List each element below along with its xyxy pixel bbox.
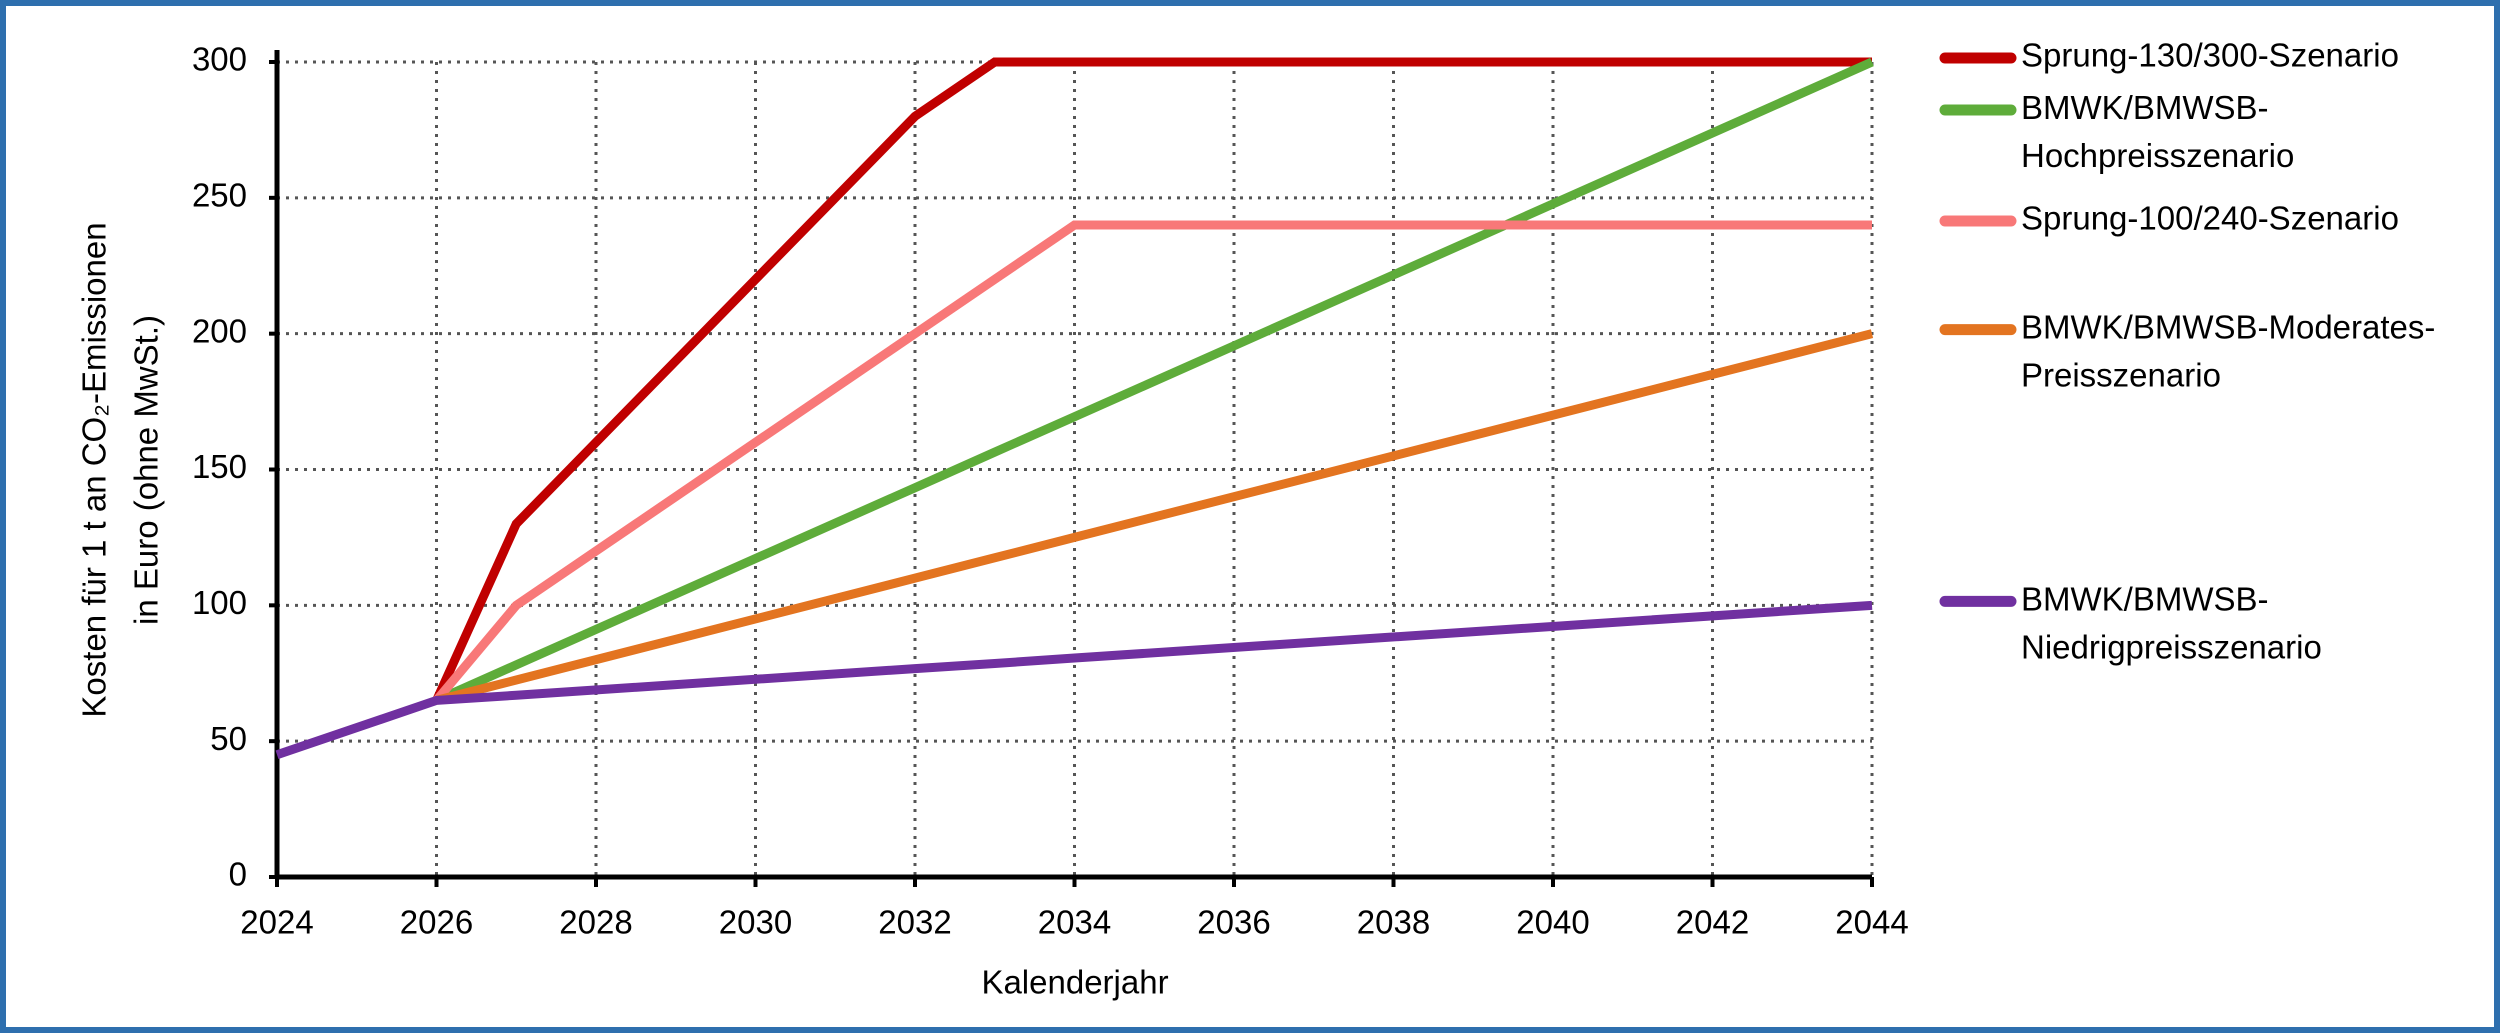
y-axis-label-line: in Euro (ohne MwSt.) bbox=[128, 315, 165, 625]
legend-entry: BMWK/BMWSB-Niedrigpreisszenario bbox=[1939, 580, 2322, 665]
legend-entry: BMWK/BMWSB-Hochpreisszenario bbox=[1939, 89, 2294, 174]
series-line bbox=[275, 600, 1873, 760]
legend-label: Sprung-100/240-Szenario bbox=[2021, 200, 2399, 237]
x-tick-label: 2032 bbox=[878, 904, 951, 941]
series-line bbox=[434, 57, 1874, 705]
x-tick-label: 2042 bbox=[1676, 904, 1749, 941]
series-line bbox=[435, 329, 1874, 705]
x-tick-label: 2026 bbox=[400, 904, 473, 941]
y-tick-label: 300 bbox=[192, 41, 247, 78]
y-tick-label: 0 bbox=[229, 856, 247, 893]
y-tick-label: 150 bbox=[192, 448, 247, 485]
x-tick-label: 2040 bbox=[1516, 904, 1589, 941]
x-tick-label: 2028 bbox=[559, 904, 632, 941]
legend-entry: Sprung-100/240-Szenario bbox=[1939, 200, 2399, 237]
x-tick-label: 2030 bbox=[719, 904, 792, 941]
legend-label: BMWK/BMWSB-Moderates-Preisszenario bbox=[2021, 308, 2435, 393]
y-axis-label: Kosten für 1 t an CO₂-Emissionen in Euro… bbox=[76, 222, 165, 717]
y-axis-label-line: Kosten für 1 t an CO₂-Emissionen bbox=[76, 222, 113, 717]
y-tick-label: 100 bbox=[192, 584, 247, 621]
series-line bbox=[432, 57, 1872, 703]
y-tick-label: 250 bbox=[192, 177, 247, 214]
y-tick-label: 200 bbox=[192, 312, 247, 349]
x-tick-label: 2038 bbox=[1357, 904, 1430, 941]
legend-label: Sprung-130/300-Szenario bbox=[2021, 37, 2399, 74]
legend-label: BMWK/BMWSB-Hochpreisszenario bbox=[2021, 89, 2294, 174]
legend-label: BMWK/BMWSB-Niedrigpreisszenario bbox=[2021, 580, 2322, 665]
x-tick-label: 2034 bbox=[1038, 904, 1111, 941]
x-tick-label: 2036 bbox=[1197, 904, 1270, 941]
y-tick-label: 50 bbox=[210, 720, 247, 757]
x-tick-label: 2044 bbox=[1835, 904, 1908, 941]
x-axis-label: Kalenderjahr bbox=[981, 964, 1168, 1001]
x-tick-label: 2024 bbox=[240, 904, 313, 941]
legend-entry: BMWK/BMWSB-Moderates-Preisszenario bbox=[1939, 308, 2435, 393]
series-line bbox=[433, 220, 1872, 704]
legend-entry: Sprung-130/300-Szenario bbox=[1939, 37, 2399, 74]
